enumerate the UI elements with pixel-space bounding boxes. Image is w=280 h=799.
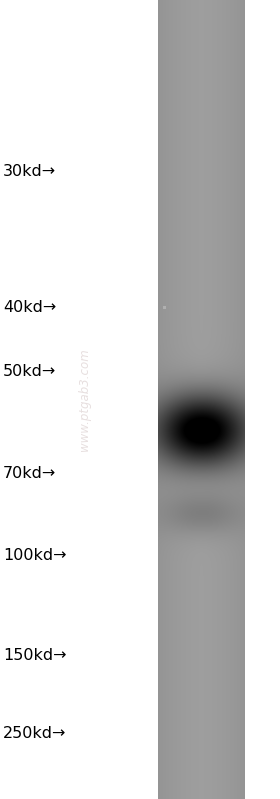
Text: 250kd→: 250kd→ xyxy=(3,726,66,741)
Text: 150kd→: 150kd→ xyxy=(3,649,66,663)
Text: 50kd→: 50kd→ xyxy=(3,364,56,379)
Text: 40kd→: 40kd→ xyxy=(3,300,56,316)
Text: www.ptgab3.com: www.ptgab3.com xyxy=(78,348,90,451)
Text: 30kd→: 30kd→ xyxy=(3,164,56,178)
Text: 70kd→: 70kd→ xyxy=(3,466,56,480)
Text: 100kd→: 100kd→ xyxy=(3,547,66,562)
